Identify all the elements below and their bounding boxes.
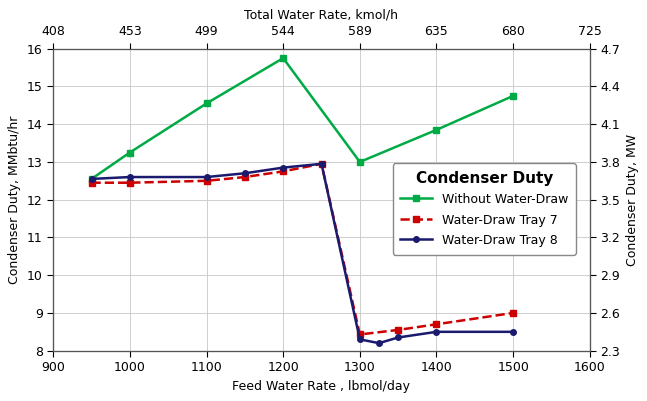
Water-Draw Tray 8 [318,162,325,166]
Water-Draw Tray 8 [394,335,402,340]
Y-axis label: Condenser Duty, MW: Condenser Duty, MW [626,134,639,266]
Y-axis label: Condenser Duty, MMbtu/hr: Condenser Duty, MMbtu/hr [8,115,21,284]
Water-Draw Tray 7 [433,322,441,327]
X-axis label: Total Water Rate, kmol/h: Total Water Rate, kmol/h [245,8,399,21]
Legend: Without Water-Draw, Water-Draw Tray 7, Water-Draw Tray 8: Without Water-Draw, Water-Draw Tray 7, W… [393,163,576,255]
Water-Draw Tray 7 [318,162,325,166]
Water-Draw Tray 8 [87,176,95,181]
Water-Draw Tray 7 [356,332,364,337]
Water-Draw Tray 7 [394,328,402,332]
Without Water-Draw [87,176,95,181]
Water-Draw Tray 8 [509,329,517,334]
Water-Draw Tray 8 [280,165,287,170]
Water-Draw Tray 8 [356,337,364,342]
Water-Draw Tray 8 [126,175,134,180]
Water-Draw Tray 7 [87,180,95,185]
Water-Draw Tray 7 [280,169,287,174]
Without Water-Draw [433,128,441,132]
Water-Draw Tray 8 [203,175,210,180]
Water-Draw Tray 7 [126,180,134,185]
Water-Draw Tray 8 [241,171,248,176]
Without Water-Draw [509,93,517,98]
Without Water-Draw [356,160,364,164]
Without Water-Draw [280,56,287,61]
Water-Draw Tray 7 [203,178,210,183]
Water-Draw Tray 7 [241,175,248,180]
Line: Without Water-Draw: Without Water-Draw [88,55,516,182]
X-axis label: Feed Water Rate , lbmol/day: Feed Water Rate , lbmol/day [232,380,410,393]
Without Water-Draw [126,150,134,155]
Line: Water-Draw Tray 7: Water-Draw Tray 7 [88,160,516,338]
Water-Draw Tray 8 [375,341,383,346]
Water-Draw Tray 7 [509,310,517,315]
Water-Draw Tray 8 [433,329,441,334]
Without Water-Draw [203,101,210,106]
Line: Water-Draw Tray 8: Water-Draw Tray 8 [89,161,516,346]
